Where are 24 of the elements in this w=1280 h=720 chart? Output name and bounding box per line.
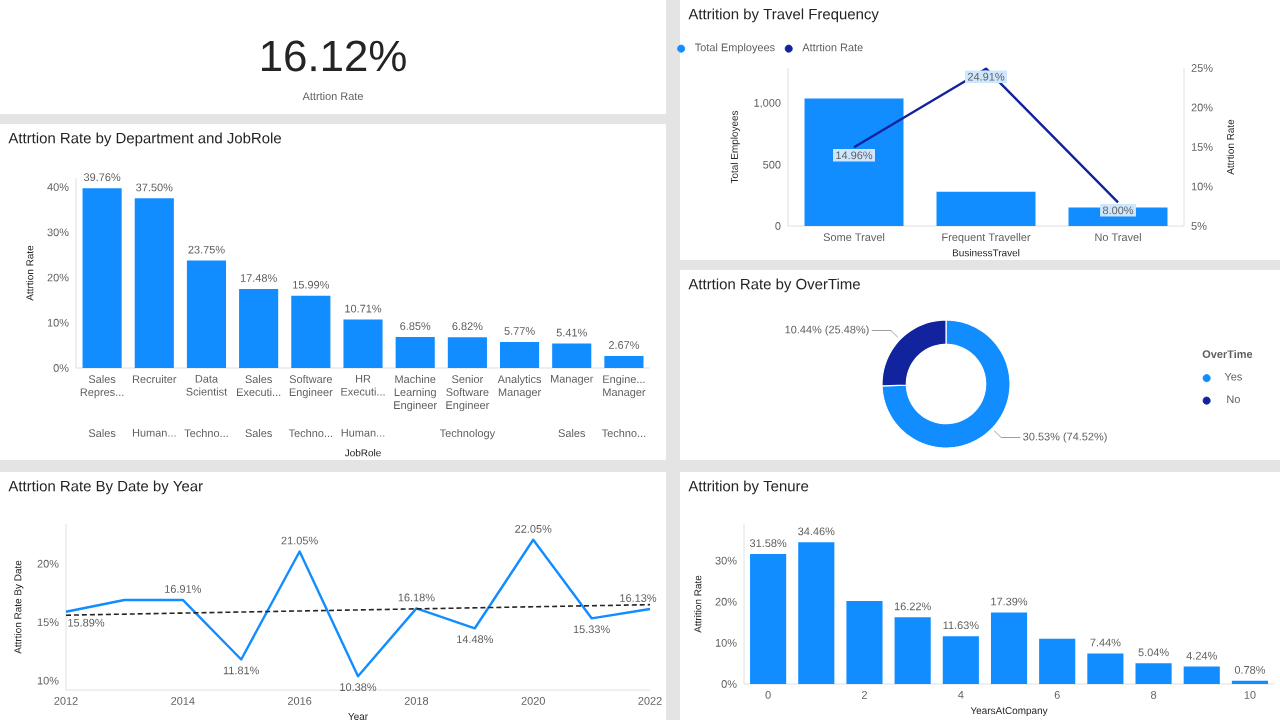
bar xyxy=(552,343,592,368)
bar xyxy=(291,295,331,368)
bar xyxy=(1135,663,1172,684)
bar xyxy=(750,554,787,684)
bar xyxy=(239,288,279,368)
text: 16.12% xyxy=(262,40,406,72)
bar xyxy=(604,355,644,368)
bar xyxy=(804,98,904,226)
bar xyxy=(1087,653,1124,684)
bar xyxy=(395,337,435,368)
bar xyxy=(343,319,383,368)
bar xyxy=(990,612,1028,684)
bar xyxy=(447,337,487,368)
bar xyxy=(1039,638,1076,684)
bar xyxy=(499,341,540,368)
bar xyxy=(894,617,931,684)
bar xyxy=(798,542,835,684)
bar xyxy=(942,636,979,684)
bar xyxy=(134,198,174,368)
bar xyxy=(1183,666,1220,684)
bar xyxy=(82,188,122,368)
bar xyxy=(846,600,883,684)
bar xyxy=(186,260,227,368)
bar xyxy=(936,191,1036,226)
